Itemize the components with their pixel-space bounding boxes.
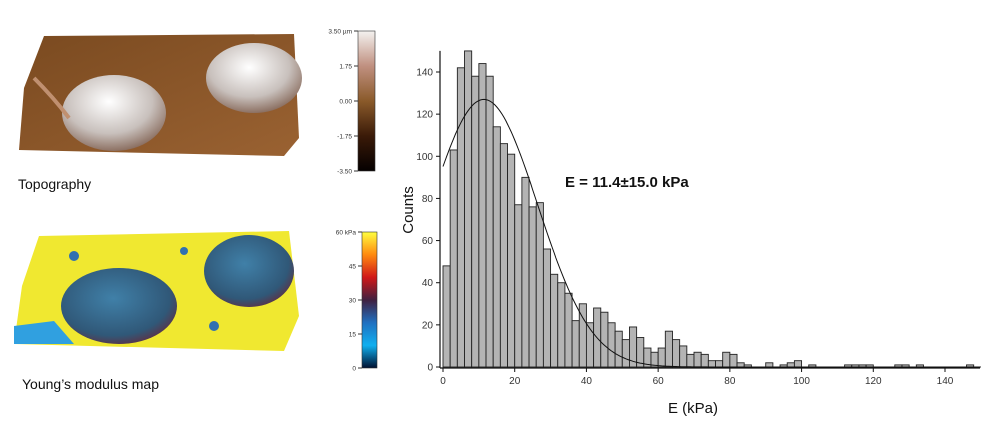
colorbar-tick-label: 30 [349,298,357,305]
histogram-bar [478,63,487,368]
modulus-colorbar: 60 kPa 45 30 15 0 [336,230,378,373]
histogram-bar [492,126,501,368]
colorbar-tick-label: 15 [349,332,357,339]
histogram-bar [700,353,709,368]
histogram-bar [550,273,559,368]
colorbar-tick-label: -1.75 [337,134,352,141]
histogram-bar [693,351,702,368]
x-tick-label: 0 [440,376,446,387]
y-tick-label: 40 [422,278,434,289]
colorbar-scale [357,30,376,172]
x-axis-label: E (kPa) [668,400,718,417]
colorbar-scale [361,231,378,369]
histogram-bar [464,50,473,368]
histogram-bar [679,345,688,368]
histogram-bar [664,330,673,368]
colorbar-tick-label: 1.75 [339,64,352,71]
colorbar-tick-label: 60 kPa [336,230,357,237]
histogram-bar [442,265,451,368]
y-tick-label: 100 [416,152,433,163]
x-tick-label: 80 [724,376,736,387]
histogram-bar [607,322,616,368]
x-tick-label: 100 [793,376,810,387]
histogram-bar [542,248,552,368]
modulus-image [14,231,299,351]
x-tick-label: 140 [937,376,954,387]
colorbar-tick-label: -3.50 [337,169,352,176]
histogram-bar [535,202,544,368]
histogram-bar [686,353,695,368]
x-tick-label: 40 [581,376,593,387]
histogram-bar [528,206,537,368]
histogram-bar [571,320,580,368]
histogram-bar [564,292,573,368]
histogram-bar [765,362,774,368]
y-tick-label: 60 [422,236,434,247]
histogram-bar [621,339,630,368]
topography-colorbar: 3.50 µm 1.75 0.00 -1.75 -3.50 [328,29,376,176]
histogram-bar [672,339,681,368]
topography-label: Topography [18,176,92,192]
histogram-bar [456,67,465,368]
histogram-bar [715,360,724,368]
histogram-bar [485,75,494,368]
histogram-bar [614,330,623,368]
modulus-label: Young’s modulus map [22,376,159,392]
gaussian-fit-curve [442,98,981,368]
fit-annotation: E = 11.4±15.0 kPa [565,174,689,191]
y-tick-label: 80 [422,194,434,205]
y-tick-label: 140 [416,68,433,79]
histogram-bar [471,75,480,368]
histogram-bar [600,311,609,368]
y-tick-label: 120 [416,110,433,121]
histogram-bar [514,204,523,368]
colorbar-tick-label: 45 [349,264,357,271]
y-tick-label: 20 [422,320,434,331]
histogram-bar [722,351,731,368]
histogram-bar [499,143,508,368]
histogram-bar [657,347,666,368]
histogram-bar [793,360,803,368]
y-axis-label: Counts [400,186,417,234]
y-tick-label: 0 [427,363,433,374]
histogram-bar [507,153,516,368]
topography-image [19,34,302,156]
histogram-bar [557,282,566,368]
histogram-bar [729,353,738,368]
histogram-bar [521,176,530,368]
histogram-bar [707,360,716,368]
x-tick-label: 20 [509,376,521,387]
histogram-chart: 0 20 40 60 80 100 120 140 0 20 40 60 80 100 120 140 E (k… [400,50,981,417]
x-tick-label: 120 [865,376,882,387]
colorbar-tick-label: 0 [352,366,356,373]
colorbar-tick-label: 3.50 µm [328,29,352,36]
histogram-bar [786,362,795,368]
histogram-bar [449,149,458,368]
histogram-bar [736,362,745,368]
colorbar-tick-label: 0.00 [339,99,352,106]
x-tick-label: 60 [653,376,665,387]
